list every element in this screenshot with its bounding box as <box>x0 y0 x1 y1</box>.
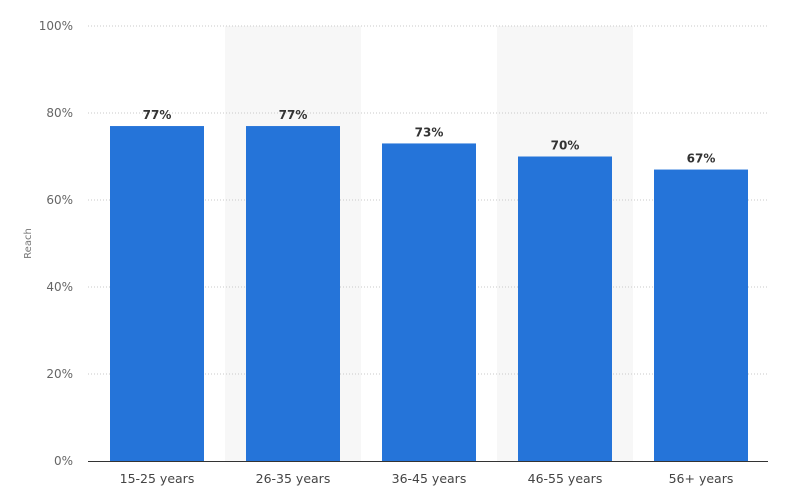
y-axis-ticks: 0% 20% 40% 60% 80% 100% <box>39 19 73 468</box>
data-label: 67% <box>687 152 716 166</box>
y-tick-label: 40% <box>46 280 73 294</box>
x-tick-label: 15-25 years <box>120 471 195 486</box>
data-label: 77% <box>143 108 172 122</box>
x-tick-label: 46-55 years <box>528 471 603 486</box>
y-tick-label: 0% <box>54 454 73 468</box>
x-axis-labels: 15-25 years 26-35 years 36-45 years 46-55 y… <box>120 471 734 486</box>
y-tick-label: 60% <box>46 193 73 207</box>
y-tick-label: 20% <box>46 367 73 381</box>
data-label: 70% <box>551 139 580 153</box>
bar[interactable] <box>382 143 476 461</box>
x-tick-label: 56+ years <box>669 471 734 486</box>
bar[interactable] <box>518 156 612 462</box>
data-label: 73% <box>415 125 444 139</box>
bar[interactable] <box>110 126 204 462</box>
x-tick-label: 26-35 years <box>256 471 331 486</box>
data-labels: 77% 77% 73% 70% 67% <box>143 108 716 166</box>
y-tick-label: 100% <box>39 19 73 33</box>
bar[interactable] <box>654 169 748 462</box>
y-axis-label: Reach <box>23 228 34 259</box>
bars <box>110 126 748 462</box>
x-tick-label: 36-45 years <box>392 471 467 486</box>
bar[interactable] <box>246 126 340 462</box>
data-label: 77% <box>279 108 308 122</box>
y-tick-label: 80% <box>46 106 73 120</box>
